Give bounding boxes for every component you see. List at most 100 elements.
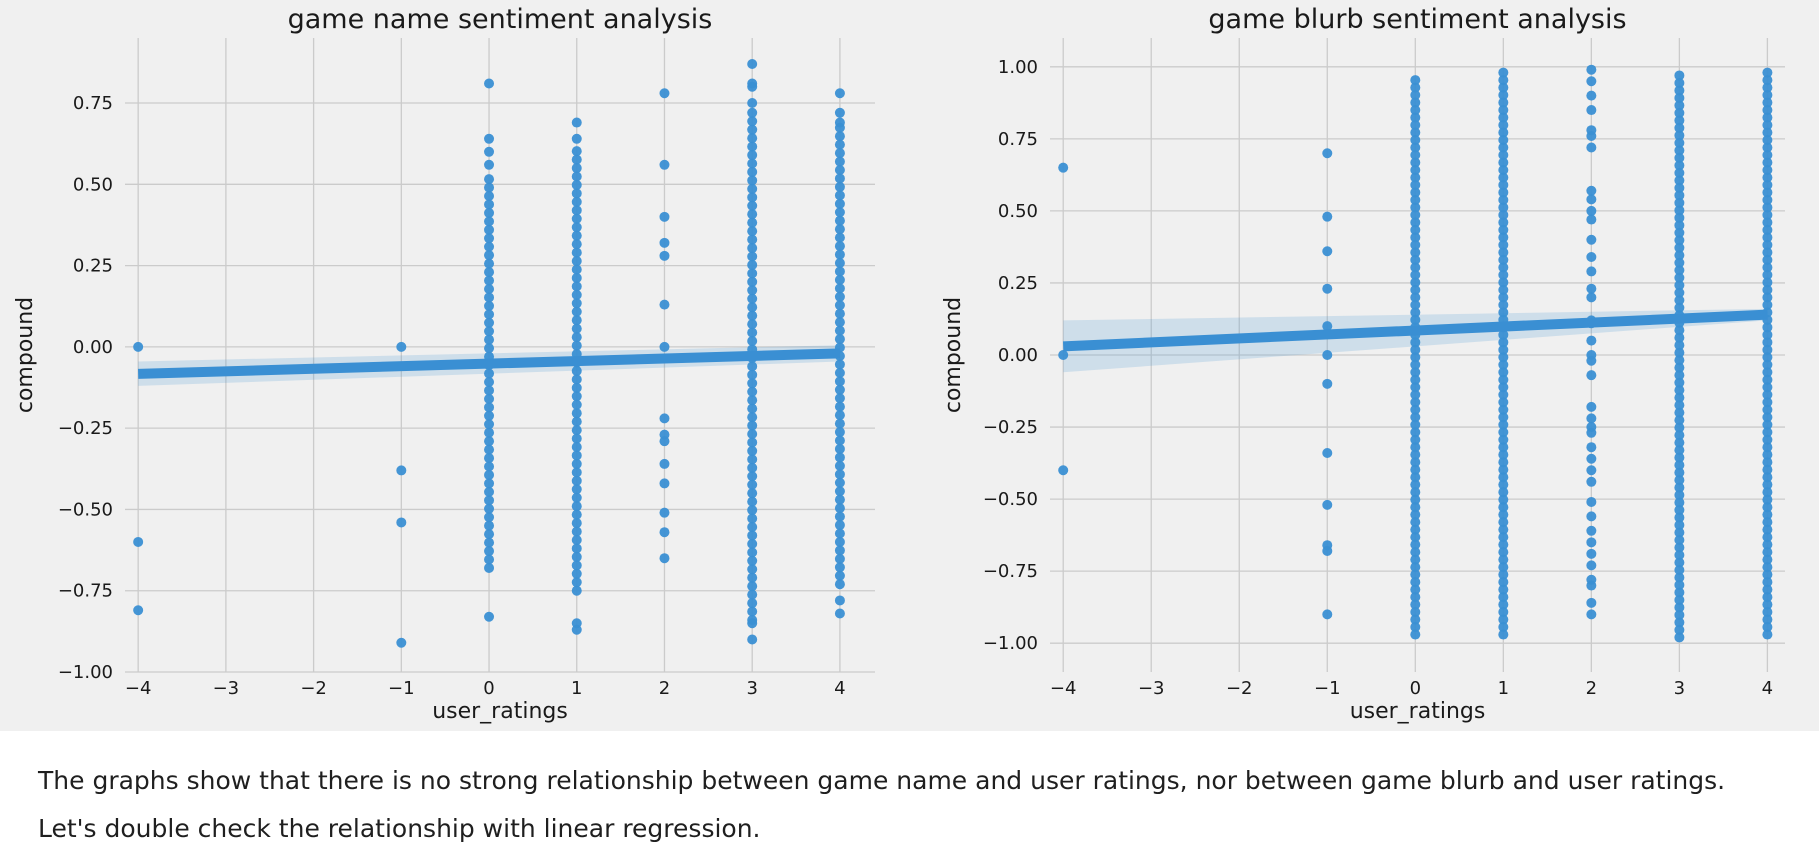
data-point <box>1498 344 1509 355</box>
data-point <box>484 326 495 337</box>
data-point <box>1674 160 1685 171</box>
data-point <box>747 471 758 482</box>
data-point <box>1498 329 1509 340</box>
data-point <box>1762 232 1773 243</box>
data-point <box>1410 247 1421 258</box>
data-point <box>396 517 407 528</box>
data-point <box>1410 472 1421 483</box>
data-point <box>1674 77 1685 88</box>
data-point <box>1586 355 1597 366</box>
data-point <box>834 283 845 294</box>
data-point <box>1058 465 1069 476</box>
data-point <box>747 454 758 465</box>
data-point <box>571 154 582 165</box>
data-point <box>484 427 495 438</box>
data-point <box>1498 524 1509 535</box>
data-point <box>484 469 495 480</box>
data-point <box>1498 82 1509 93</box>
x-tick-label: 3 <box>1674 678 1685 699</box>
data-point <box>571 188 582 199</box>
data-point <box>1674 632 1685 643</box>
data-point <box>1674 542 1685 553</box>
data-point <box>1674 70 1685 81</box>
data-point <box>1674 287 1685 298</box>
regression-line <box>138 348 841 379</box>
data-point <box>834 198 845 209</box>
data-point <box>834 384 845 395</box>
data-point <box>1498 277 1509 288</box>
data-point <box>1498 172 1509 183</box>
data-point <box>1410 112 1421 123</box>
data-point <box>1762 322 1773 333</box>
data-point <box>1498 622 1509 633</box>
data-point <box>571 374 582 385</box>
data-point <box>571 171 582 182</box>
data-point <box>484 78 495 89</box>
data-point <box>1498 532 1509 543</box>
data-point <box>834 376 845 387</box>
data-point <box>1762 247 1773 258</box>
data-point <box>1762 254 1773 265</box>
data-point <box>1410 209 1421 220</box>
data-point <box>571 568 582 579</box>
data-point <box>834 131 845 142</box>
data-point <box>1586 597 1597 608</box>
y-tick-label: 0.50 <box>998 201 1038 222</box>
data-point <box>1762 524 1773 535</box>
data-point <box>1762 577 1773 588</box>
data-point <box>484 309 495 320</box>
data-point <box>1674 115 1685 126</box>
data-point <box>1498 112 1509 123</box>
data-point <box>1410 127 1421 138</box>
data-point <box>1762 135 1773 146</box>
data-point <box>747 336 758 347</box>
data-point <box>1498 367 1509 378</box>
data-point <box>1762 239 1773 250</box>
data-point <box>1498 90 1509 101</box>
data-point <box>1498 547 1509 558</box>
data-point <box>1498 577 1509 588</box>
data-point <box>571 467 582 478</box>
data-point <box>1498 592 1509 603</box>
data-point <box>1762 457 1773 468</box>
data-point <box>1586 185 1597 196</box>
data-point <box>1674 250 1685 261</box>
data-point <box>1762 344 1773 355</box>
data-point <box>484 159 495 170</box>
data-point <box>571 416 582 427</box>
data-point <box>1762 562 1773 573</box>
data-point <box>1762 487 1773 498</box>
data-point <box>1674 100 1685 111</box>
data-point <box>834 435 845 446</box>
data-point <box>747 150 758 161</box>
data-point <box>571 315 582 326</box>
chart-title: game blurb sentiment analysis <box>1208 4 1626 35</box>
data-point <box>571 163 582 174</box>
data-point <box>659 250 670 261</box>
data-point <box>484 258 495 269</box>
data-point <box>659 237 670 248</box>
data-point <box>571 289 582 300</box>
data-point <box>1762 599 1773 610</box>
data-point <box>659 458 670 469</box>
data-point <box>1674 520 1685 531</box>
data-point <box>1674 257 1685 268</box>
data-point <box>834 503 845 514</box>
data-point <box>1410 532 1421 543</box>
data-point <box>571 146 582 157</box>
data-point <box>1410 599 1421 610</box>
data-point <box>1498 135 1509 146</box>
data-point <box>834 156 845 167</box>
data-point <box>1674 265 1685 276</box>
data-point <box>1762 614 1773 625</box>
data-point <box>1674 430 1685 441</box>
data-point <box>1498 374 1509 385</box>
data-point <box>1498 389 1509 400</box>
data-point <box>1410 577 1421 588</box>
data-point <box>484 241 495 252</box>
data-point <box>1410 82 1421 93</box>
data-point <box>1410 584 1421 595</box>
data-point <box>1586 234 1597 245</box>
data-point <box>834 579 845 590</box>
data-point <box>747 429 758 440</box>
